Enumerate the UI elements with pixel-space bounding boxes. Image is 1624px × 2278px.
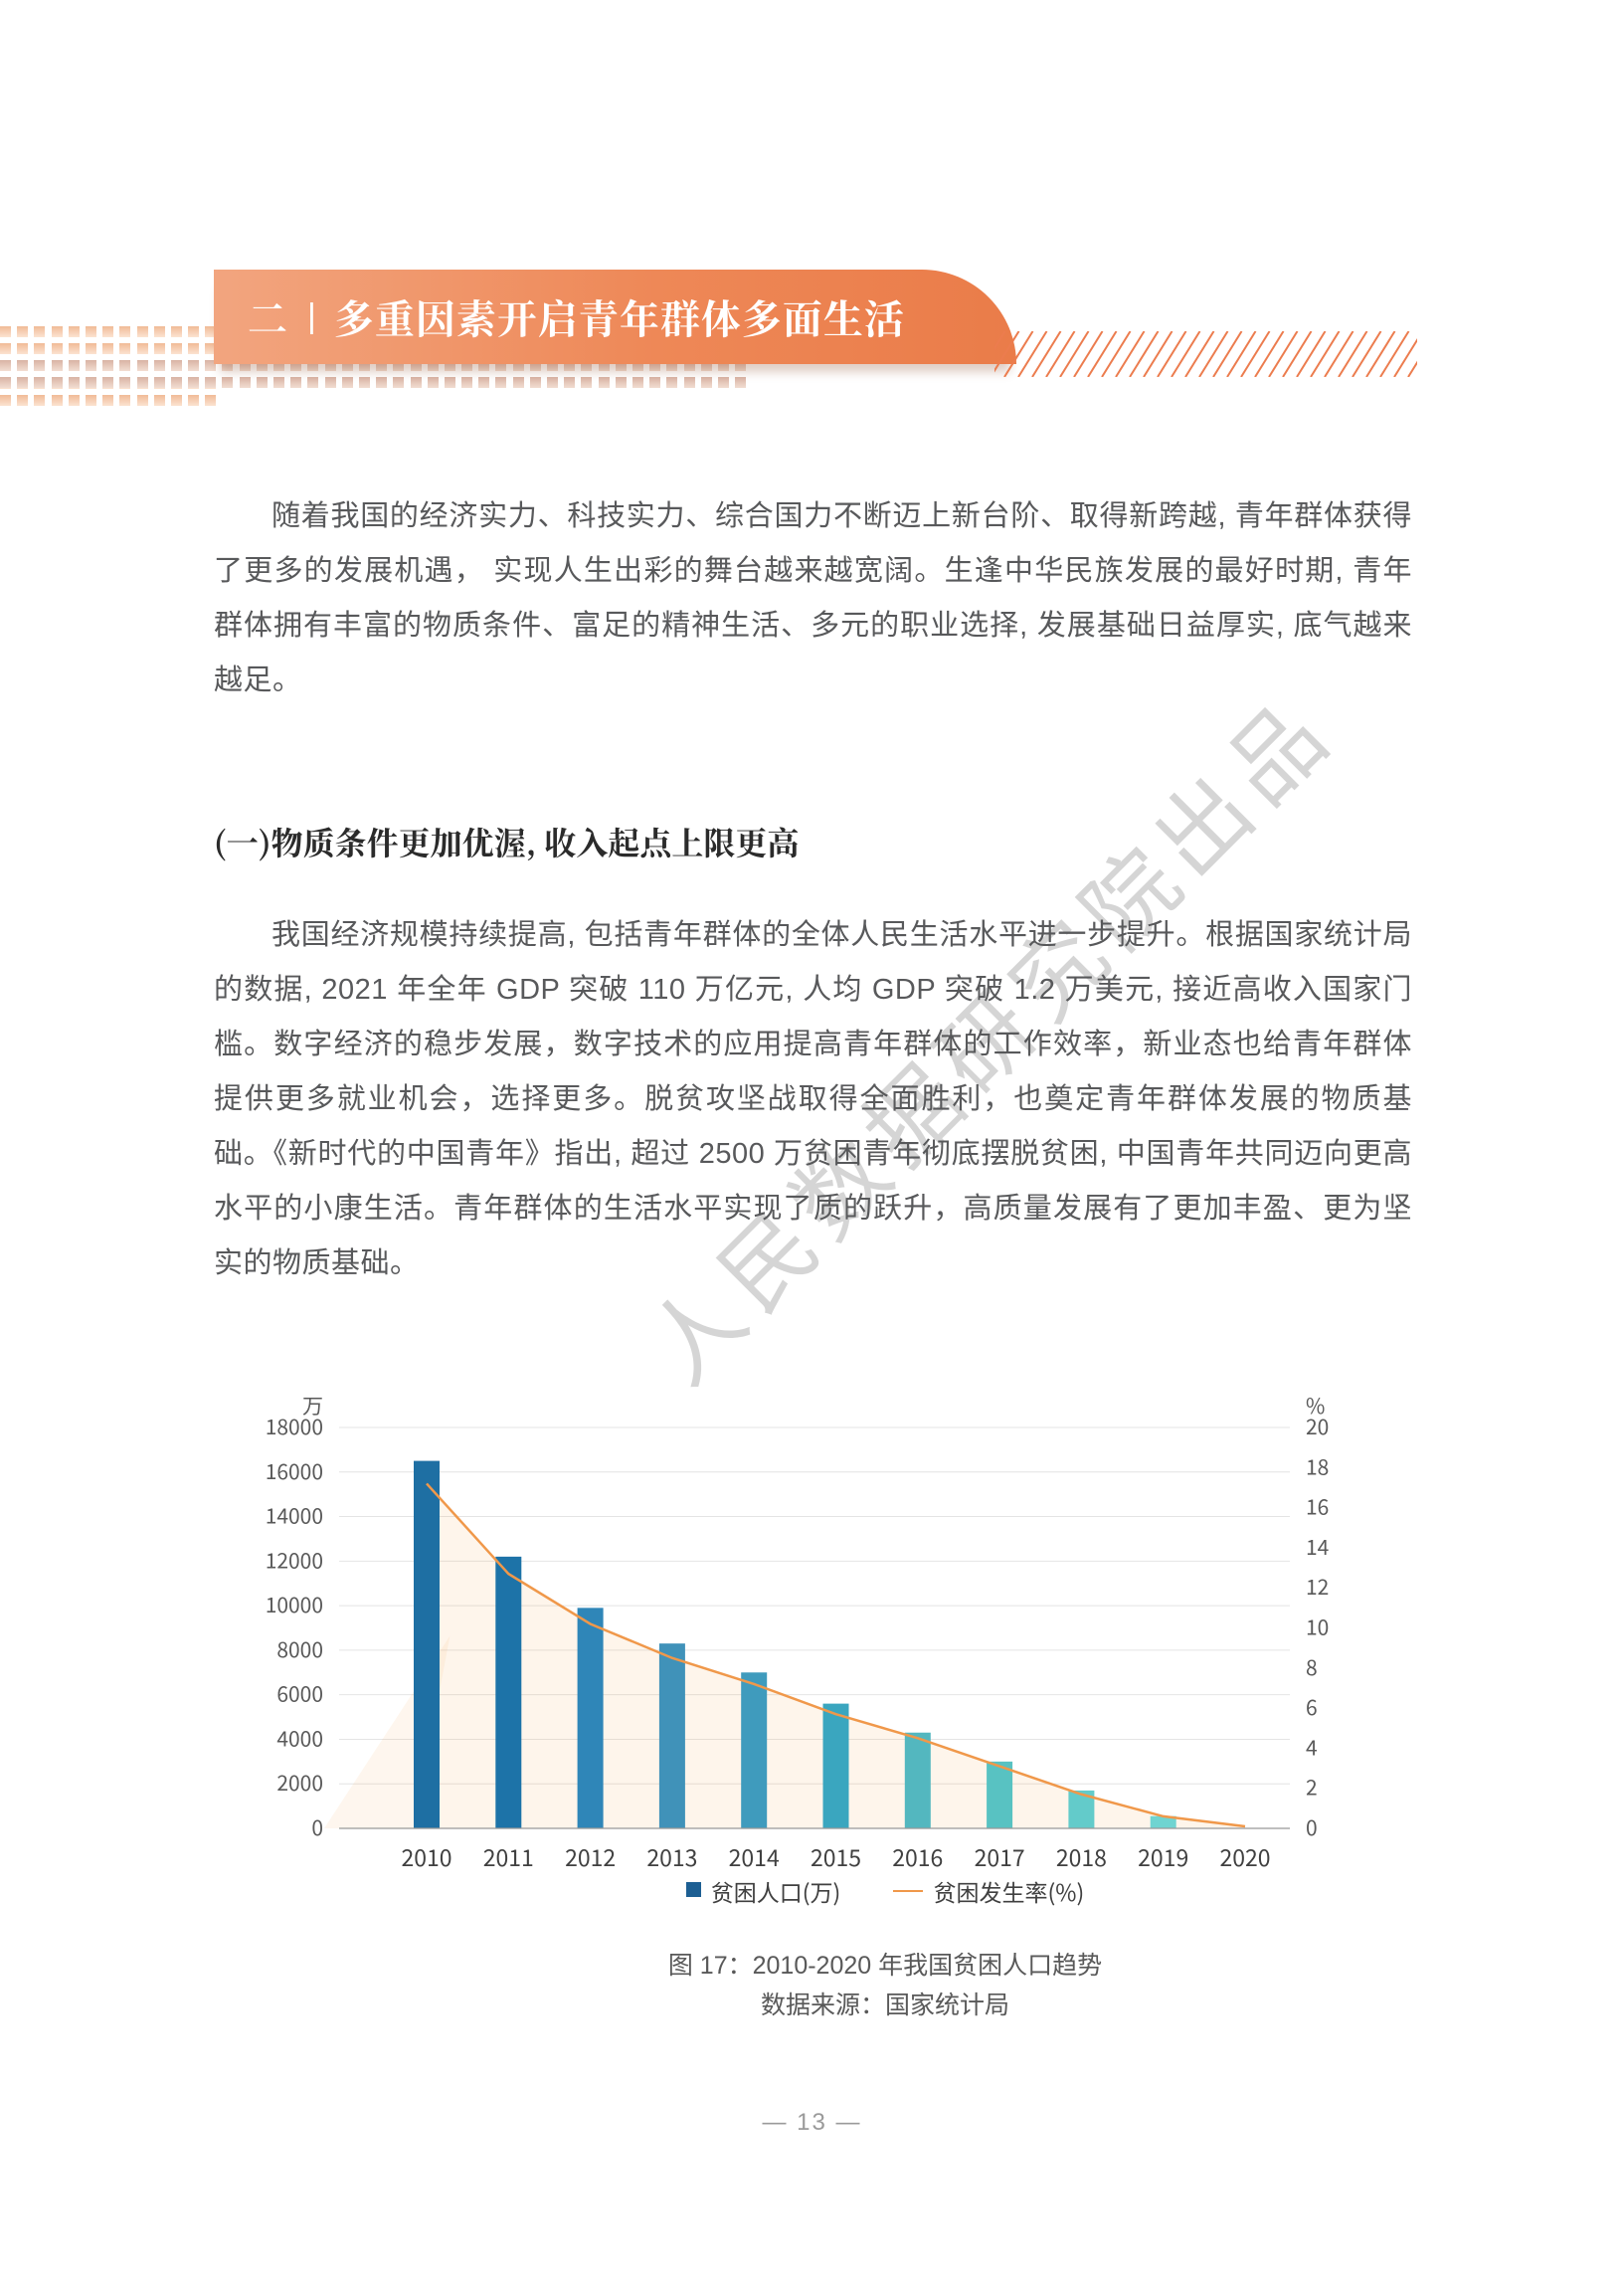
svg-text:2015: 2015: [811, 1839, 861, 1873]
svg-text:6: 6: [1306, 1692, 1318, 1722]
svg-text:2012: 2012: [565, 1839, 616, 1873]
svg-text:16: 16: [1306, 1492, 1329, 1522]
svg-text:2016: 2016: [892, 1839, 943, 1873]
svg-text:2018: 2018: [1056, 1839, 1107, 1873]
svg-text:18: 18: [1306, 1451, 1329, 1481]
svg-text:2000: 2000: [276, 1768, 323, 1798]
svg-text:2011: 2011: [483, 1839, 534, 1873]
svg-text:2010: 2010: [401, 1839, 451, 1873]
svg-text:12: 12: [1306, 1572, 1329, 1602]
svg-text:4: 4: [1306, 1732, 1318, 1762]
svg-text:14: 14: [1306, 1532, 1329, 1562]
svg-text:10000: 10000: [266, 1590, 323, 1619]
svg-text:0: 0: [1306, 1812, 1318, 1842]
svg-text:万: 万: [302, 1396, 323, 1421]
svg-text:12000: 12000: [266, 1545, 323, 1575]
svg-text:10: 10: [1306, 1613, 1329, 1642]
svg-text:2020: 2020: [1219, 1839, 1270, 1873]
svg-text:2013: 2013: [646, 1839, 697, 1873]
svg-text:2017: 2017: [975, 1839, 1025, 1873]
svg-text:2019: 2019: [1138, 1839, 1188, 1873]
svg-text:2: 2: [1306, 1773, 1318, 1803]
svg-text:8: 8: [1306, 1652, 1318, 1682]
svg-text:16000: 16000: [266, 1456, 323, 1486]
svg-text:%: %: [1306, 1396, 1325, 1421]
svg-text:2014: 2014: [729, 1839, 780, 1873]
svg-text:4000: 4000: [276, 1723, 323, 1753]
svg-text:6000: 6000: [276, 1679, 323, 1709]
svg-text:0: 0: [311, 1812, 323, 1842]
svg-text:8000: 8000: [276, 1634, 323, 1664]
svg-text:14000: 14000: [266, 1501, 323, 1531]
